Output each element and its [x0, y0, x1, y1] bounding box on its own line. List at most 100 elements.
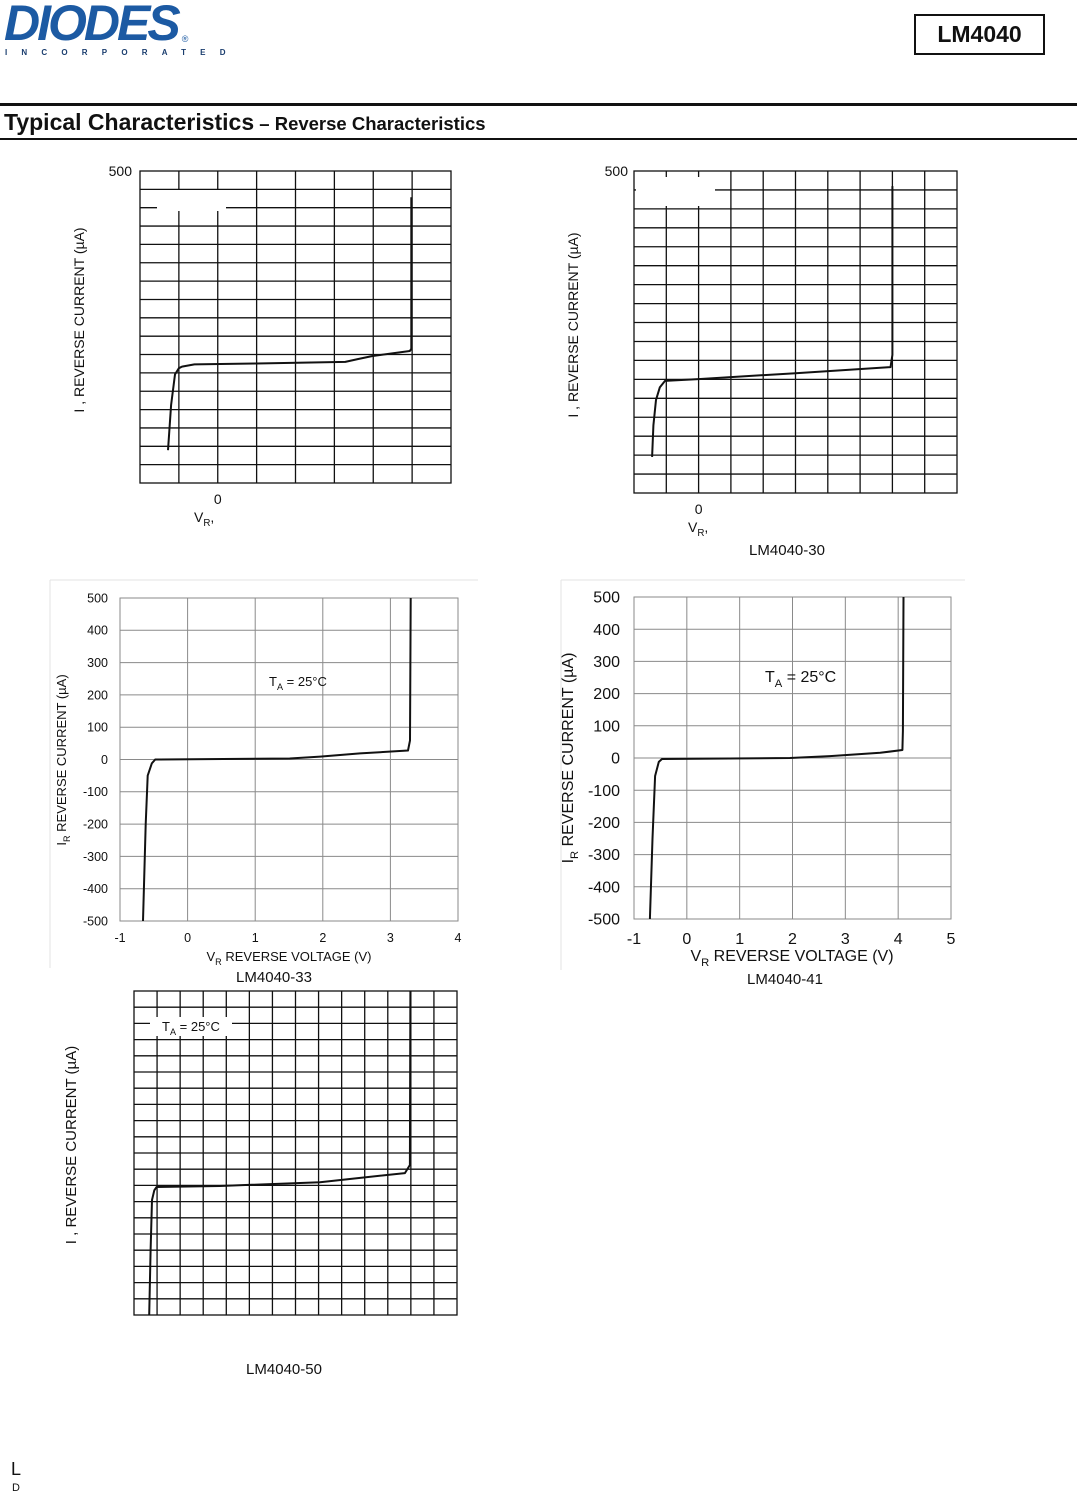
chart-3: 500 400 300 200 100 0 -100 -200 -300 -400 -500 -1 0 1… [49, 579, 478, 986]
header-rule-bottom [0, 138, 1077, 140]
x-tick-label: 4 [894, 931, 903, 948]
y-tick-label: 500 [109, 163, 133, 179]
x-axis-label: VR, [688, 519, 708, 539]
y-axis-label-main: I , REVERSE CURRENT (µA) [63, 1046, 80, 1244]
y-axis-label: IR REVERSE CURRENT (µA) [54, 674, 72, 845]
chart-caption: LM4040-50 [246, 1361, 322, 1378]
y-axis-label-main: I , REVERSE CURRENT (µA) [565, 232, 581, 417]
y-tick-label: 500 [593, 590, 620, 607]
x-tick-label: -1 [627, 931, 641, 948]
x-axis-label-main: V [690, 948, 701, 965]
temperature-annotation: TA = 25°C [269, 674, 327, 692]
x-tick-label: 1 [735, 931, 744, 948]
x-axis-label-rest: , [704, 519, 708, 535]
series-line-reverse-current [651, 186, 894, 457]
x-axis-label-rest: REVERSE VOLTAGE (V) [709, 948, 893, 965]
x-tick-label: 3 [387, 931, 394, 945]
y-tick-label: -100 [83, 785, 108, 799]
x-axis-label-subscript: R [701, 957, 709, 969]
x-axis-label-subscript: R [203, 518, 210, 529]
part-number: LM4040 [937, 21, 1022, 47]
section-title: Typical Characteristics – Reverse Charac… [4, 109, 486, 136]
logo-registered-mark: ® [181, 34, 189, 44]
y-tick-label: 300 [593, 654, 620, 671]
x-axis-label-main: V [206, 949, 215, 964]
annotation-background [150, 1017, 232, 1036]
x-axis-label-subscript: R [697, 528, 704, 539]
x-axis-label: VR REVERSE VOLTAGE (V) [690, 948, 893, 969]
y-tick-label: 200 [87, 688, 108, 702]
y-tick-label: -300 [588, 847, 620, 864]
chart-caption: LM4040-30 [749, 542, 825, 559]
x-tick-label: 1 [252, 931, 259, 945]
y-axis-label-subscript: R [569, 851, 581, 859]
footer-text-bottom: D [12, 1482, 20, 1494]
temperature-annotation: TA = 25°C [765, 669, 836, 690]
logo-subtitle: INCORPORATED [5, 48, 240, 57]
section-title-sub: – Reverse Characteristics [254, 113, 486, 134]
x-axis-label-main: V [194, 509, 204, 525]
footer-text-top: L [11, 1459, 22, 1479]
x-tick-label: 3 [841, 931, 850, 948]
y-axis-label: I , REVERSE CURRENT (µA) [565, 232, 581, 417]
y-tick-label: -300 [83, 850, 108, 864]
y-tick-label: 300 [87, 656, 108, 670]
x-axis-label: VR, [194, 509, 214, 529]
y-tick-label: -200 [83, 817, 108, 831]
y-axis-label-main: I , REVERSE CURRENT (µA) [71, 227, 87, 412]
y-axis-label: IR REVERSE CURRENT (µA) [560, 653, 581, 864]
blank-label-area [636, 177, 715, 206]
y-tick-label: 100 [87, 721, 108, 735]
y-tick-label: -400 [588, 879, 620, 896]
y-tick-label: 500 [605, 163, 629, 179]
x-tick-label: 2 [319, 931, 326, 945]
y-tick-label: 100 [593, 718, 620, 735]
x-tick-label: 0 [184, 931, 191, 945]
y-tick-label: 200 [593, 686, 620, 703]
y-axis-label-main: I [54, 842, 69, 846]
x-axis-label-rest: , [210, 509, 214, 525]
x-tick-label: 0 [214, 491, 222, 507]
diodes-logo: DIODES [4, 0, 181, 51]
y-tick-label: 0 [611, 751, 620, 768]
x-tick-label: 2 [788, 931, 797, 948]
temperature-annotation-subscript: A [277, 682, 284, 692]
chart-1: 500 0VR, I , REVERSE CURRENT (µA) [71, 163, 452, 529]
y-axis-label-main: I [560, 859, 577, 863]
logo-wordmark: DIODES ® [4, 0, 189, 51]
y-axis-label-rest: REVERSE CURRENT (µA) [560, 653, 577, 851]
chart-caption: LM4040-33 [236, 969, 312, 986]
y-tick-label: 500 [87, 591, 108, 605]
x-axis-label-rest: REVERSE VOLTAGE (V) [222, 949, 372, 964]
x-axis-label: VR REVERSE VOLTAGE (V) [206, 949, 371, 967]
y-tick-label: 400 [593, 622, 620, 639]
x-axis-label-main: V [688, 519, 698, 535]
x-tick-label: 0 [695, 501, 703, 517]
y-tick-label: -400 [83, 882, 108, 896]
chart-2: 500 0 VR, I , REVERSE CURRENT (µA) LM4040-30 [565, 163, 958, 559]
series-line-reverse-current [648, 596, 905, 920]
y-tick-label: -500 [588, 912, 620, 929]
temperature-annotation-subscript: A [170, 1027, 177, 1037]
y-tick-label: -500 [83, 914, 108, 928]
y-axis-label: I , REVERSE CURRENT (µA) [63, 1046, 80, 1244]
temperature-annotation: TA = 25°C [162, 1019, 220, 1037]
temperature-annotation-rest: = 25°C [782, 669, 836, 686]
x-axis-label-subscript: R [215, 957, 222, 967]
part-number-box: LM4040 [914, 14, 1045, 55]
y-axis-label: I , REVERSE CURRENT (µA) [71, 227, 87, 412]
x-tick-label: 5 [947, 931, 956, 948]
y-tick-label: -100 [588, 783, 620, 800]
temperature-annotation-subscript: A [775, 678, 783, 690]
y-axis-label-rest: REVERSE CURRENT (µA) [54, 674, 69, 835]
header-rule-top [0, 103, 1077, 106]
temperature-annotation-main: T [269, 674, 277, 689]
x-tick-label: 4 [455, 931, 462, 945]
temperature-annotation-rest: = 25°C [283, 674, 327, 689]
y-axis-label-subscript: R [62, 835, 72, 842]
temperature-annotation-rest: = 25°C [176, 1019, 220, 1034]
temperature-annotation-main: T [162, 1019, 170, 1034]
series-line-reverse-current [142, 597, 412, 922]
x-tick-label: -1 [114, 931, 125, 945]
